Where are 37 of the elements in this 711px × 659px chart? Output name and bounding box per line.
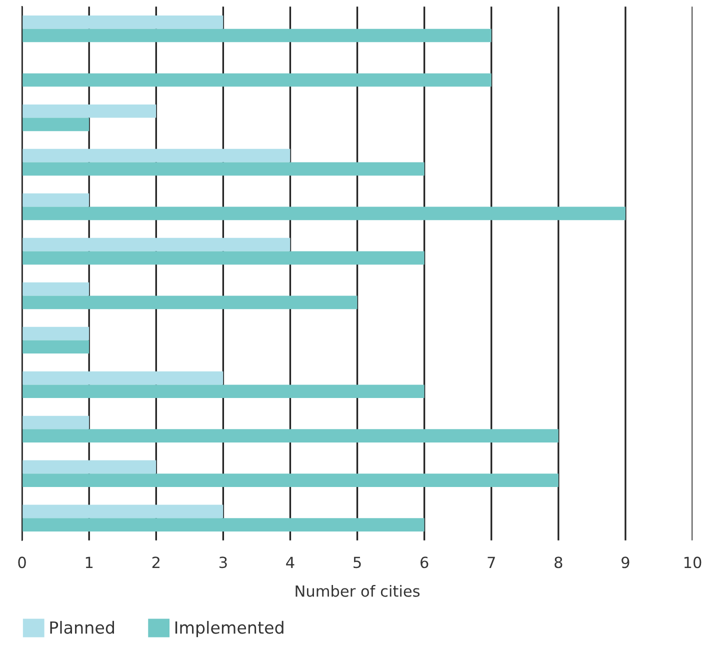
bar bbox=[22, 371, 224, 385]
x-tick-label: 8 bbox=[554, 556, 562, 568]
bar bbox=[22, 416, 90, 430]
bar bbox=[22, 148, 290, 162]
bar bbox=[22, 73, 492, 87]
bar bbox=[22, 384, 424, 398]
bar bbox=[22, 504, 224, 518]
bar bbox=[22, 238, 290, 252]
bar bbox=[22, 251, 424, 265]
x-tick-label: 9 bbox=[622, 556, 630, 568]
bar bbox=[22, 429, 558, 443]
bar bbox=[22, 193, 90, 207]
bar bbox=[22, 104, 156, 118]
bar bbox=[22, 118, 90, 132]
x-tick-label: 0 bbox=[18, 556, 26, 568]
x-tick-label: 7 bbox=[488, 556, 495, 568]
legend-label: Implemented bbox=[175, 620, 284, 638]
bar bbox=[22, 518, 424, 532]
x-tick-label: 3 bbox=[219, 556, 227, 568]
x-tick-label: 2 bbox=[152, 556, 160, 568]
x-axis-title: Number of cities bbox=[296, 585, 420, 597]
bar bbox=[22, 162, 424, 176]
x-tick-label: 10 bbox=[684, 556, 702, 568]
bar bbox=[22, 326, 90, 340]
bar bbox=[22, 340, 90, 354]
bar bbox=[22, 15, 224, 29]
bar bbox=[22, 460, 156, 474]
x-tick-label: 5 bbox=[354, 556, 361, 568]
bar bbox=[22, 474, 558, 487]
x-tick-label: 6 bbox=[420, 556, 428, 568]
bar bbox=[22, 296, 358, 310]
bar bbox=[22, 206, 626, 220]
legend-label: Planned bbox=[50, 620, 114, 634]
bar bbox=[22, 28, 492, 42]
x-tick-label: 4 bbox=[286, 556, 294, 568]
x-tick-label: 1 bbox=[86, 556, 93, 568]
bar bbox=[22, 282, 90, 296]
